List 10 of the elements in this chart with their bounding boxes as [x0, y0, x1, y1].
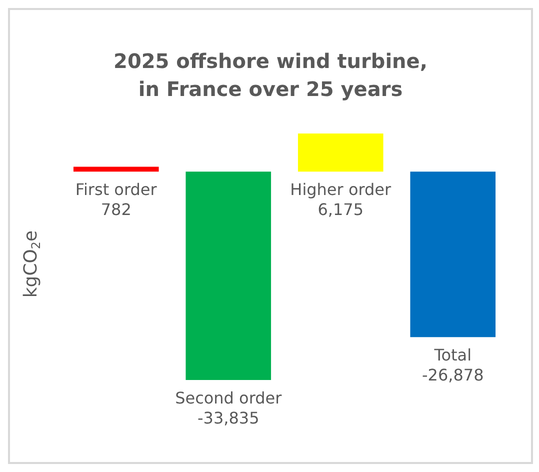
data-label: 782 [100, 200, 132, 220]
data-label: -33,835 [197, 408, 260, 428]
data-label: -26,878 [422, 366, 484, 385]
data-label: 6,175 [318, 200, 364, 220]
chart-title: 2025 offshore wind turbine, in France over 25 years [114, 49, 428, 101]
x-tick-label: First order [75, 180, 158, 200]
y-axis-title: kgCO2e [20, 230, 43, 298]
x-tick-label: Higher order [290, 180, 392, 200]
x-tick-label: Total [433, 346, 472, 365]
x-tick-label: Second order [175, 388, 282, 408]
